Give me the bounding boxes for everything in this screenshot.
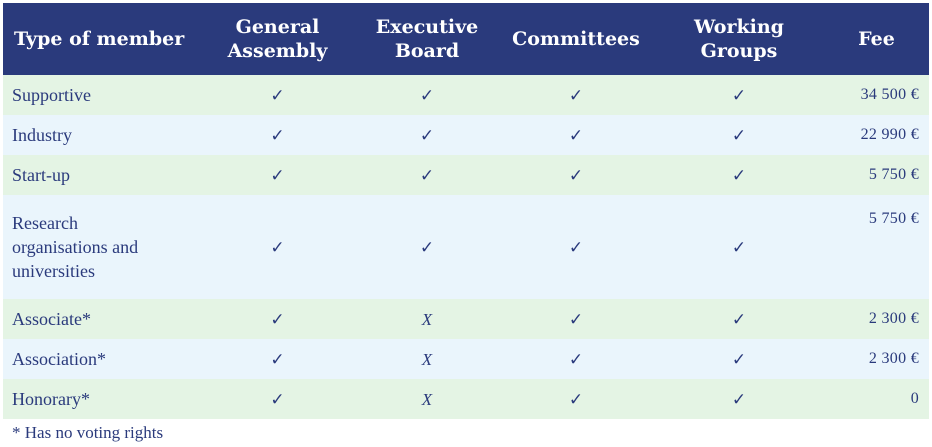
working-groups-cell: ✓ xyxy=(654,75,824,115)
check-icon: ✓ xyxy=(270,389,285,410)
general-assembly-cell: ✓ xyxy=(199,75,356,115)
header-fee: Fee xyxy=(824,3,929,75)
fee-cell: 2 300 € xyxy=(824,339,929,379)
check-icon: ✓ xyxy=(270,165,285,186)
committees-cell: ✓ xyxy=(498,155,654,195)
working-groups-cell: ✓ xyxy=(654,155,824,195)
committees-cell: ✓ xyxy=(498,339,654,379)
check-icon: ✓ xyxy=(731,85,747,106)
general-assembly-cell: ✓ xyxy=(199,195,356,299)
check-icon: ✓ xyxy=(270,125,285,146)
check-icon: ✓ xyxy=(731,349,747,370)
committees-cell: ✓ xyxy=(498,115,654,155)
table-row: Association* ✓ X ✓ ✓ 2 300 € xyxy=(3,339,929,379)
header-executive-board: Executive Board xyxy=(356,3,498,75)
member-type-cell: Supportive xyxy=(3,75,199,115)
working-groups-cell: ✓ xyxy=(654,299,824,339)
executive-board-cell: ✓ xyxy=(356,195,498,299)
check-icon: ✓ xyxy=(419,85,435,106)
cross-icon: X xyxy=(421,309,433,329)
working-groups-cell: ✓ xyxy=(654,379,824,419)
check-icon: ✓ xyxy=(270,349,285,370)
executive-board-cell: X xyxy=(356,339,498,379)
table-row: Start-up ✓ ✓ ✓ ✓ 5 750 € xyxy=(3,155,929,195)
membership-table: Type of member General Assembly Executive… xyxy=(3,3,929,419)
fee-cell: 2 300 € xyxy=(824,299,929,339)
table-row: Industry ✓ ✓ ✓ ✓ 22 990 € xyxy=(3,115,929,155)
header-general-assembly: General Assembly xyxy=(199,3,356,75)
check-icon: ✓ xyxy=(568,389,584,410)
member-type-cell: Association* xyxy=(3,339,199,379)
check-icon: ✓ xyxy=(270,237,285,258)
check-icon: ✓ xyxy=(568,125,584,146)
committees-cell: ✓ xyxy=(498,195,654,299)
executive-board-cell: ✓ xyxy=(356,115,498,155)
working-groups-cell: ✓ xyxy=(654,195,824,299)
check-icon: ✓ xyxy=(419,237,435,258)
cross-icon: X xyxy=(421,389,433,409)
committees-cell: ✓ xyxy=(498,75,654,115)
check-icon: ✓ xyxy=(568,237,584,258)
general-assembly-cell: ✓ xyxy=(199,155,356,195)
fee-cell: 22 990 € xyxy=(824,115,929,155)
working-groups-cell: ✓ xyxy=(654,115,824,155)
executive-board-cell: ✓ xyxy=(356,75,498,115)
member-type-cell: Industry xyxy=(3,115,199,155)
fee-cell: 34 500 € xyxy=(824,75,929,115)
executive-board-cell: X xyxy=(356,379,498,419)
check-icon: ✓ xyxy=(270,85,285,106)
table-row: Associate* ✓ X ✓ ✓ 2 300 € xyxy=(3,299,929,339)
header-working-groups: Working Groups xyxy=(654,3,824,75)
executive-board-cell: X xyxy=(356,299,498,339)
working-groups-cell: ✓ xyxy=(654,339,824,379)
table-row: Research organisations and universities ✓ … xyxy=(3,195,929,299)
check-icon: ✓ xyxy=(568,309,584,330)
check-icon: ✓ xyxy=(270,309,285,330)
member-type-cell: Honorary* xyxy=(3,379,199,419)
member-type-cell: Start-up xyxy=(3,155,199,195)
general-assembly-cell: ✓ xyxy=(199,115,356,155)
check-icon: ✓ xyxy=(568,165,584,186)
check-icon: ✓ xyxy=(731,237,747,258)
table-row: Honorary* ✓ X ✓ ✓ 0 xyxy=(3,379,929,419)
general-assembly-cell: ✓ xyxy=(199,299,356,339)
check-icon: ✓ xyxy=(731,125,747,146)
member-type-cell: Research organisations and universities xyxy=(3,195,199,299)
committees-cell: ✓ xyxy=(498,379,654,419)
check-icon: ✓ xyxy=(731,309,747,330)
check-icon: ✓ xyxy=(568,349,584,370)
executive-board-cell: ✓ xyxy=(356,155,498,195)
header-type-of-member: Type of member xyxy=(3,3,199,75)
table-row: Supportive ✓ ✓ ✓ ✓ 34 500 € xyxy=(3,75,929,115)
header-row: Type of member General Assembly Executive… xyxy=(3,3,929,75)
cross-icon: X xyxy=(421,349,433,369)
general-assembly-cell: ✓ xyxy=(199,379,356,419)
table-body: Supportive ✓ ✓ ✓ ✓ 34 500 € Industry ✓ ✓… xyxy=(3,75,929,419)
fee-cell: 5 750 € xyxy=(824,155,929,195)
check-icon: ✓ xyxy=(731,389,747,410)
general-assembly-cell: ✓ xyxy=(199,339,356,379)
check-icon: ✓ xyxy=(419,125,435,146)
committees-cell: ✓ xyxy=(498,299,654,339)
check-icon: ✓ xyxy=(568,85,584,106)
check-icon: ✓ xyxy=(419,165,435,186)
fee-cell: 5 750 € xyxy=(824,195,929,299)
member-type-cell: Associate* xyxy=(3,299,199,339)
table-header: Type of member General Assembly Executive… xyxy=(3,3,929,75)
footnote: * Has no voting rights xyxy=(12,423,164,442)
header-committees: Committees xyxy=(498,3,654,75)
fee-cell: 0 xyxy=(824,379,929,419)
check-icon: ✓ xyxy=(731,165,747,186)
